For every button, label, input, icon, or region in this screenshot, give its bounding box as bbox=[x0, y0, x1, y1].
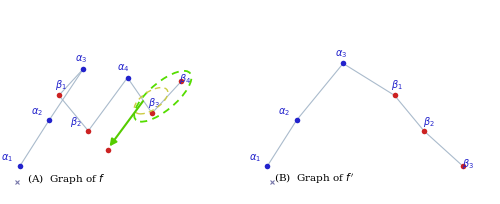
Text: $\beta_2$: $\beta_2$ bbox=[70, 115, 82, 129]
Text: $\alpha_2$: $\alpha_2$ bbox=[31, 106, 43, 118]
Text: $\alpha_3$: $\alpha_3$ bbox=[334, 48, 346, 60]
Text: $\alpha_4$: $\alpha_4$ bbox=[118, 62, 130, 74]
Text: $\alpha_3$: $\alpha_3$ bbox=[75, 53, 87, 65]
Text: $\beta_3$: $\beta_3$ bbox=[462, 157, 474, 171]
Text: $\beta_3$: $\beta_3$ bbox=[148, 96, 160, 110]
Text: $\alpha_1$: $\alpha_1$ bbox=[249, 152, 261, 164]
Text: $\beta_1$: $\beta_1$ bbox=[391, 78, 403, 92]
Text: $\beta_4$: $\beta_4$ bbox=[179, 72, 192, 86]
Text: (B)  Graph of $f'$: (B) Graph of $f'$ bbox=[274, 172, 353, 186]
Text: $\alpha_2$: $\alpha_2$ bbox=[278, 106, 290, 118]
Text: (A)  Graph of $f$: (A) Graph of $f$ bbox=[27, 172, 106, 186]
Text: $\alpha_1$: $\alpha_1$ bbox=[2, 152, 14, 164]
Text: $\beta_2$: $\beta_2$ bbox=[423, 115, 434, 129]
Text: $\beta_1$: $\beta_1$ bbox=[56, 78, 68, 92]
